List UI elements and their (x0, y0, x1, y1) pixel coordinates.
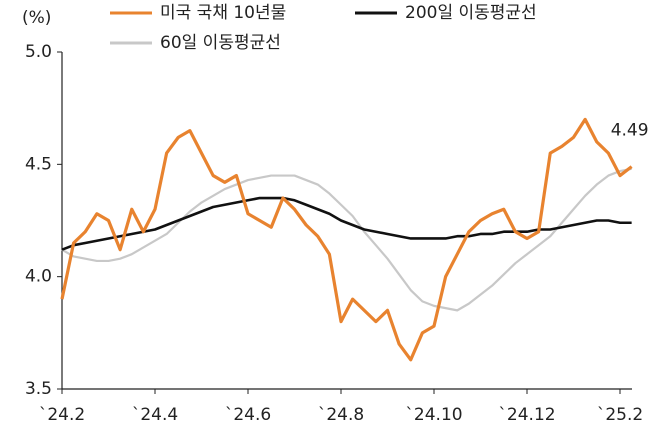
y-tick-label: 4.5 (25, 154, 52, 174)
legend-label: 미국 국채 10년물 (160, 3, 286, 23)
y-axis-label: (%) (22, 8, 51, 28)
data-label: 4.49 (611, 121, 649, 141)
y-tick-label: 3.5 (25, 379, 52, 399)
series-line (61, 196, 632, 251)
x-tick-label: `25.2 (597, 405, 643, 425)
x-tick-label: `24.2 (39, 405, 85, 425)
x-tick-label: `24.10 (405, 405, 462, 425)
x-tick-label: `24.12 (498, 405, 555, 425)
y-tick-label: 4.0 (25, 267, 52, 287)
legend-label: 200일 이동평균선 (405, 3, 537, 23)
x-tick-label: `24.6 (225, 405, 271, 425)
legend-label: 60일 이동평균선 (160, 33, 281, 53)
series-line (60, 117, 633, 362)
y-tick-label: 5.0 (25, 42, 52, 62)
x-tick-label: `24.4 (132, 405, 178, 425)
x-tick-label: `24.8 (318, 405, 364, 425)
series-line (61, 167, 632, 312)
